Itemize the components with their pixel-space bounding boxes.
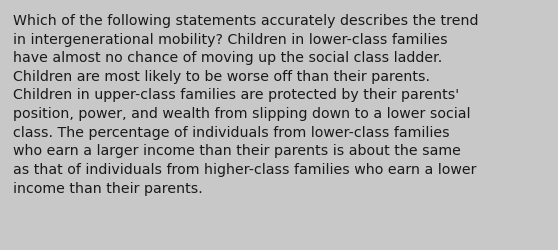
Text: Which of the following statements accurately describes the trend
in intergenerat: Which of the following statements accura… (13, 14, 479, 195)
